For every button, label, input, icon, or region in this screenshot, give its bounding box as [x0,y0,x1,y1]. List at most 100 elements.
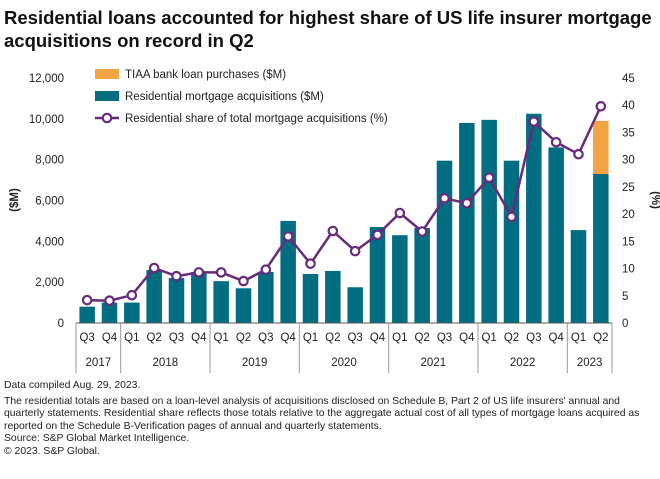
share-point [104,295,115,306]
bar-residential [213,281,229,323]
y-tick-label: 4,000 [35,236,64,248]
bar-residential [325,270,341,323]
bar-residential [414,228,430,323]
share-point [126,289,138,301]
legend-label-tiaa: TIAA bank loan purchases ($M) [125,69,286,81]
share-point [550,136,562,148]
bar-residential [191,271,207,323]
y-tick-label: 10,000 [29,114,64,126]
share-point [595,101,607,112]
y2-axis-title: (%) [649,191,660,209]
year-tick-label: 2021 [421,357,447,369]
legend-label-residential: Residential mortgage acquisitions ($M) [125,91,324,103]
share-point [260,264,272,275]
share-point [148,262,160,274]
bar-residential [392,235,408,323]
y2-tick-label: 15 [622,236,635,248]
legend: TIAA bank loan purchases ($M) Residentia… [95,69,388,125]
year-tick-label: 2022 [510,357,536,369]
bar-tiaa [593,120,609,174]
year-tick-label: 2023 [577,357,603,369]
y2-tick-label: 40 [622,100,635,112]
bar-residential [235,288,252,323]
footnotes: Data compiled Aug. 29, 2023. The residen… [4,380,656,459]
y-tick-label: 8,000 [35,155,64,167]
share-point [238,275,249,287]
source-note: Source: S&P Global Market Intelligence. [4,433,190,445]
bar-residential [168,278,185,323]
bar-residential [347,287,363,323]
quarter-tick-label: Q3 [437,332,452,344]
y2-tick-label: 25 [622,182,635,194]
quarter-tick-label: Q2 [325,332,340,344]
year-tick-label: 2020 [331,357,357,369]
y2-tick-label: 5 [622,291,628,303]
share-point [573,148,584,160]
methodology-note: The residential totals are based on a lo… [4,395,640,432]
bar-residential [570,230,587,323]
share-point [416,226,428,237]
quarter-tick-label: Q3 [169,332,184,344]
bar-residential [481,119,497,324]
y2-tick-label: 0 [622,318,628,330]
bar-residential [302,274,319,323]
left-axis: 0 2,000 4,000 6,000 8,000 10,000 12,000 [29,73,64,330]
bar-residential [459,122,475,324]
bar-residential [79,306,95,323]
bar-residential [280,220,296,323]
quarter-tick-label: Q4 [102,332,118,344]
year-tick-label: 2019 [242,357,268,369]
share-point [483,172,495,183]
quarter-tick-label: Q3 [526,332,541,344]
right-axis: 0 5 10 15 20 25 30 35 40 45 [622,73,635,330]
year-tick-label: 2018 [153,357,179,369]
y-tick-label: 6,000 [35,196,64,208]
share-point [327,225,339,237]
combo-chart: 0 2,000 4,000 6,000 8,000 10,000 12,000 0 5 10 15… [9,69,660,373]
quarter-tick-label: Q1 [213,332,228,344]
chart-title: Residential loans accounted for highest … [4,7,652,51]
quarter-tick-label: Q4 [280,332,296,344]
y2-tick-label: 20 [622,209,635,221]
x-axis: Q3 Q4 Q1 Q2 Q3 Q4 Q1 Q2 Q3 Q4 Q1 Q2 Q3 Q4 Q1 Q2 Q3 Q4 Q1 Q2… [75,322,613,373]
legend-marker-share [101,112,113,124]
share-point [215,267,227,278]
quarter-tick-label: Q1 [571,332,586,344]
quarter-tick-label: Q2 [236,332,251,344]
share-point [193,267,205,278]
y-tick-label: 2,000 [35,277,64,289]
share-point [506,211,517,223]
share-point [349,245,361,257]
bar-residential [548,147,564,323]
bar-residential [124,302,140,323]
quarter-tick-label: Q2 [504,332,519,344]
bar-residential [101,302,118,323]
share-point [282,231,294,242]
share-point [81,294,93,306]
share-point [171,270,182,282]
share-point [372,229,383,241]
quarter-tick-label: Q3 [79,332,94,344]
quarter-tick-label: Q3 [258,332,273,344]
bar-residential [436,160,453,323]
quarter-tick-label: Q1 [303,332,318,344]
y2-tick-label: 45 [622,73,635,85]
quarter-tick-label: Q4 [370,332,386,344]
bar-residential [146,269,162,323]
quarter-tick-label: Q4 [548,332,564,344]
bar-residential [526,113,542,324]
share-line-path [87,105,602,302]
quarter-tick-label: Q2 [593,332,608,344]
quarter-tick-label: Q4 [191,332,207,344]
share-point [439,193,450,204]
legend-swatch-residential [95,91,119,101]
share-point [394,207,406,219]
y-axis-title: ($M) [9,188,21,212]
data-compiled-note: Data compiled Aug. 29, 2023. [4,380,141,391]
share-point [305,258,316,269]
bar-residential [369,227,386,323]
share-point [528,116,540,127]
quarter-tick-label: Q2 [146,332,161,344]
share-line [81,101,607,306]
y2-tick-label: 10 [622,264,635,276]
